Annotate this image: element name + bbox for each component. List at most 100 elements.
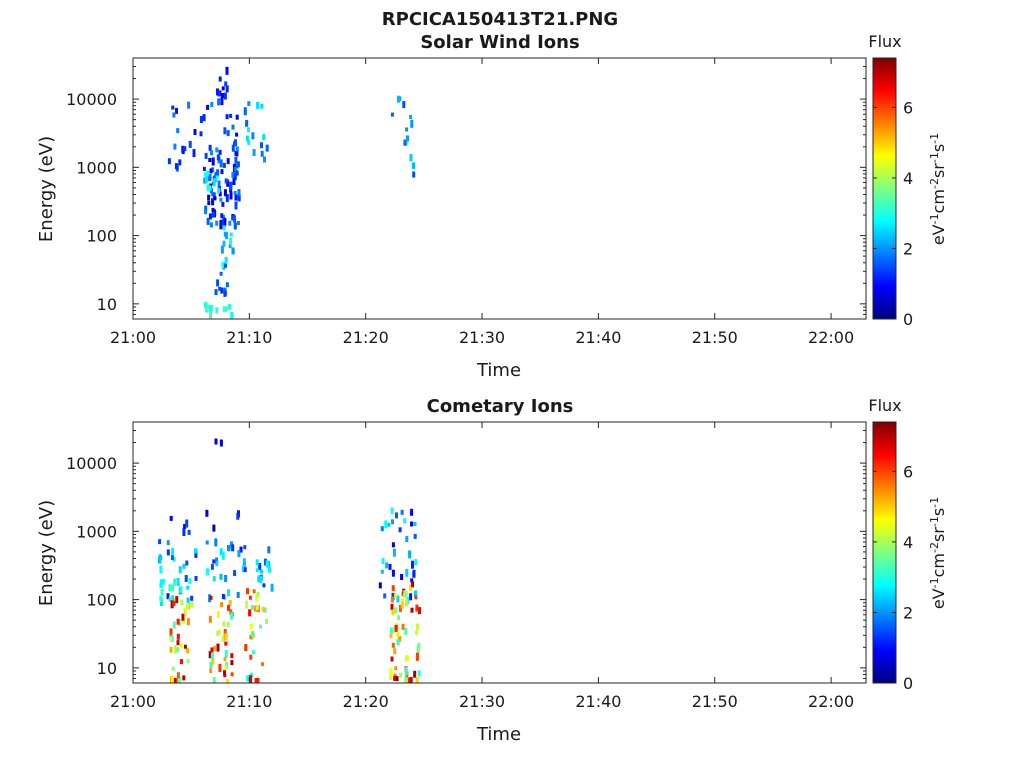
spectrogram-cell	[209, 222, 213, 228]
spectrogram-cell	[210, 647, 214, 653]
spectrogram-cell	[160, 588, 164, 596]
spectrogram-cell	[409, 677, 413, 683]
spectrogram-cell	[408, 550, 412, 559]
spectrogram-cell	[398, 527, 402, 533]
spectrogram-cell	[202, 166, 206, 171]
spectrogram-cell	[216, 279, 220, 287]
spectrogram-cell	[183, 644, 187, 649]
spectrogram-cell	[389, 668, 393, 676]
spectrogram-cell	[208, 651, 212, 659]
spectrogram-cell	[208, 158, 212, 162]
spectrogram-cell	[209, 304, 213, 311]
spectrogram-cell	[206, 184, 210, 192]
spectrogram-cell	[417, 642, 421, 649]
spectrogram-cell	[260, 150, 264, 157]
x-axis-label: Time	[476, 724, 521, 745]
spectrogram-cell	[233, 570, 237, 577]
spectrogram-cell	[182, 617, 185, 624]
spectrogram-cell	[179, 586, 183, 594]
spectrogram-cell	[392, 548, 396, 557]
colorbar-tick-label: 4	[903, 169, 913, 188]
spectrogram-cell	[182, 528, 186, 536]
colorbar-tick-label: 2	[903, 239, 913, 258]
spectrogram-cell	[205, 540, 209, 545]
spectrogram-cell	[402, 101, 406, 109]
spectrogram-cell	[224, 665, 228, 671]
spectrogram-cell	[226, 180, 230, 187]
spectrogram-cell	[184, 575, 188, 582]
spectrogram-cell	[208, 174, 212, 181]
y-tick-label: 100	[86, 227, 117, 246]
spectrogram-cell	[210, 102, 214, 107]
spectrogram-cell	[378, 582, 382, 589]
spectrogram-cell	[230, 660, 234, 666]
spectrogram-cell	[407, 677, 411, 683]
spectrogram-cell	[256, 678, 260, 683]
spectrogram-cell	[231, 215, 235, 221]
spectrogram-cell	[249, 635, 253, 640]
spectrogram-cell	[206, 304, 210, 312]
spectrogram-cell	[217, 98, 221, 106]
spectrogram-cell	[172, 112, 176, 118]
x-tick-label: 21:00	[110, 328, 156, 347]
spectrogram-cell	[213, 645, 217, 651]
spectrogram-cell	[178, 159, 182, 166]
y-tick-label: 10	[97, 295, 117, 314]
spectrogram-cell	[217, 180, 221, 189]
spectrogram-cell	[215, 557, 219, 565]
spectrogram-cell	[215, 147, 219, 153]
spectrogram-cell	[221, 220, 225, 227]
spectrogram-cell	[228, 244, 232, 249]
y-axis-label: Energy (eV)	[36, 500, 57, 606]
spectrogram-cell	[229, 113, 233, 118]
spectrogram-cell	[251, 132, 255, 140]
spectrogram-cell	[231, 544, 235, 552]
spectrogram-cell	[221, 551, 225, 560]
spectrogram-cell	[173, 645, 177, 654]
spectrogram-cell	[206, 568, 209, 576]
spectrogram-cell	[401, 592, 405, 597]
spectrogram-cell	[170, 676, 174, 683]
spectrogram-cell	[219, 221, 223, 230]
spectrogram-cell	[259, 569, 263, 574]
spectrogram-cell	[251, 631, 255, 637]
spectrogram-cell	[186, 597, 190, 605]
spectrogram-cell	[389, 675, 393, 680]
spectrogram-cell	[404, 667, 408, 675]
spectrogram-cell	[227, 545, 230, 551]
spectrogram-cell	[415, 652, 419, 661]
spectrogram-cell	[186, 585, 190, 590]
spectrogram-cell	[208, 615, 212, 623]
spectrogram-cell	[224, 178, 228, 184]
spectrogram-cell	[193, 129, 197, 135]
spectrogram-cell	[159, 598, 163, 606]
spectrogram-cell	[204, 205, 208, 213]
spectrogram-cell	[186, 618, 190, 626]
spectrogram-cell	[230, 672, 234, 677]
spectrogram-cells	[167, 66, 416, 319]
spectrogram-cell	[401, 623, 405, 630]
spectrogram-cell	[387, 522, 391, 527]
spectrogram-cell	[249, 654, 253, 660]
spectrogram-cell	[161, 578, 165, 585]
spectrogram-cell	[168, 596, 172, 602]
spectrogram-cell	[390, 112, 394, 117]
colorbar-title: Flux	[868, 396, 901, 415]
spectrogram-cell	[172, 598, 176, 604]
x-tick-label: 21:40	[575, 328, 621, 347]
spectrogram-cell	[243, 107, 247, 116]
spectrogram-cell	[176, 640, 180, 646]
spectrogram-cell	[225, 194, 229, 203]
spectrogram-cell	[209, 312, 212, 319]
spectrogram-cell	[270, 583, 274, 592]
spectrogram-cell	[410, 578, 414, 583]
spectrogram-cell	[212, 559, 216, 564]
colorbar-unit: eV-1cm-2sr-1s-1	[928, 133, 948, 245]
spectrogram-cell	[235, 151, 239, 157]
spectrogram-cell	[391, 542, 395, 548]
spectrogram-cell	[169, 628, 173, 637]
spectrogram-cell	[186, 648, 190, 654]
spectrogram-cell	[175, 647, 179, 653]
spectrogram-cell	[229, 191, 233, 200]
spectrogram-cell	[214, 289, 218, 296]
